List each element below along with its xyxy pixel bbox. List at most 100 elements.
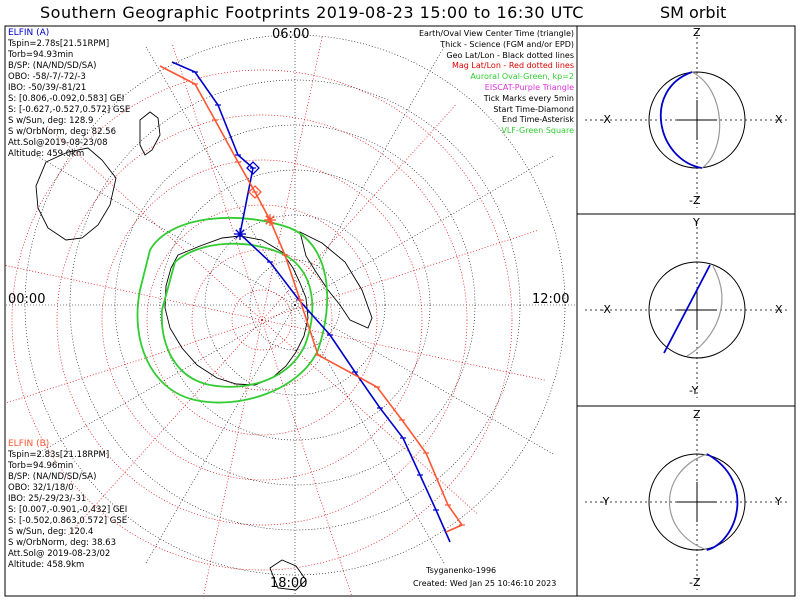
hour-label-top: 06:00 — [272, 27, 310, 42]
sm-orbit-b — [691, 71, 721, 169]
elfin-a-line: Altitude: 459.0km — [8, 149, 85, 159]
mag-meridian — [261, 319, 546, 381]
elfin-a-line: S w/Sun, deg: 128.9 — [8, 116, 94, 126]
australia-coast — [35, 147, 117, 241]
sm-orbit-a — [663, 264, 711, 354]
elfin-b-line: S w/Sun, deg: 120.4 — [8, 527, 94, 537]
auroral-oval-inner — [160, 242, 314, 388]
mag-lat-circle — [56, 114, 468, 526]
elfin-a-line: Tspin=2.78s[21.51RPM] — [8, 39, 110, 49]
sm-orbit-panels — [585, 32, 790, 590]
mag-meridian — [5, 265, 263, 321]
sm-earth — [648, 261, 746, 359]
sm-axis-label: -X — [600, 303, 611, 316]
mag-meridian — [261, 230, 538, 321]
mag-meridian — [172, 44, 263, 321]
elfin-a-line: S: [0.806,-0.092,0.583] GEI — [8, 94, 125, 104]
elfin-b-info: ELFIN (B) Tspin=2.83s[21.18RPM] Torb=94.9… — [8, 439, 127, 571]
mag-meridian — [261, 36, 323, 321]
elfin-a-line: Torb=94.93min — [8, 50, 74, 60]
elfin-a-info: ELFIN (A) Tspin=2.78s[21.51RPM] Torb=94.9… — [8, 28, 130, 160]
created-text: Created: Wed Jan 25 10:46:10 2023 — [413, 579, 557, 588]
start-diamond — [248, 185, 262, 199]
mag-meridian — [261, 319, 478, 515]
elfin-a-header: ELFIN (A) — [8, 28, 50, 38]
elfin-b-line: Torb=94.96min — [8, 461, 74, 471]
legend-entry: Thick - Science (FGM and/or EPD) — [440, 39, 574, 49]
legend-entry: EISCAT-Purple Triangle — [484, 82, 574, 92]
legend-entry: Earth/Oval View Center Time (triangle) — [418, 29, 574, 38]
sm-orbit-a — [659, 71, 703, 169]
elfin-b-line: S: [-0.502,0.863,0.572] GSE — [8, 516, 128, 526]
mag-meridian — [67, 319, 263, 536]
antarctica-coast — [164, 235, 309, 386]
elfin-b-header: ELFIN (B) — [8, 439, 50, 449]
elfin-a-line: OBO: -58/-7/-72/-3 — [8, 72, 86, 82]
sm-orbit-b — [686, 265, 723, 357]
sm-frame — [576, 25, 796, 597]
start-diamond — [246, 161, 260, 175]
legend-entry: End Time-Asterisk — [501, 115, 574, 125]
elfin-a-line: S: [-0.627,-0.527,0.572] GSE — [8, 105, 131, 115]
sm-axis-label: -X — [600, 113, 611, 126]
mag-lat-circle — [101, 159, 423, 481]
sm-axis-label: Z — [693, 26, 701, 39]
sm-earth — [648, 453, 746, 551]
sm-axis-label: Y — [775, 495, 782, 508]
sm-axis-label: Y — [693, 216, 700, 229]
end-asterisk — [265, 215, 275, 225]
geo-meridian — [35, 154, 296, 306]
elfin-b-line: Altitude: 458.9km — [8, 560, 85, 570]
mag-meridian — [261, 319, 352, 596]
end-asterisk — [235, 229, 245, 239]
elfin-b-line: Tspin=2.83s[21.18RPM] — [8, 450, 110, 460]
sm-orbit-b — [669, 453, 708, 551]
legend: Earth/Oval View Center Time (triangle) Th… — [419, 29, 574, 137]
geo-meridian — [144, 304, 296, 565]
mag-lat-circle — [231, 289, 293, 351]
mag-lat-circle — [146, 204, 378, 436]
legend-entry: VLF-Green Square — [501, 126, 574, 136]
legend-entry: Tick Marks every 5min — [483, 93, 574, 103]
hour-label-right: 12:00 — [532, 292, 570, 307]
elfin-b-line: B/SP: (NA/ND/SD/SA) — [8, 472, 97, 482]
mag-meridian — [202, 319, 263, 596]
credit-text: Tsyganenko-1996 — [426, 566, 497, 575]
sm-axis-label: -Y — [600, 495, 610, 508]
sm-axis-label: X — [775, 113, 783, 126]
legend-entry: Start Time-Diamond — [493, 104, 574, 114]
sm-orbit-a — [706, 453, 739, 551]
geo-meridian — [294, 304, 555, 456]
geo-meridian — [35, 304, 296, 456]
geo-meridian — [294, 45, 446, 306]
legend-entry: Auroral Oval-Green, kp=2 — [470, 72, 574, 82]
mag-lat-circle — [191, 249, 333, 391]
hour-label-bottom: 18:00 — [270, 576, 308, 591]
sm-orbit-title: SM orbit — [660, 3, 727, 22]
geo-meridian — [144, 45, 296, 306]
elfin-a-line: Att.Sol@2019-08-23/08 — [8, 138, 108, 148]
elfin-a-line: IBO: -50/39/-81/21 — [8, 83, 87, 93]
mag-meridian — [46, 125, 263, 321]
elfin-b-line: Att.Sol@ 2019-08-23/02 — [8, 549, 111, 559]
hour-label-left: 00:00 — [8, 292, 46, 307]
mag-meridian — [5, 319, 263, 404]
sm-axis-label: Z — [693, 408, 701, 421]
sm-axis-label: -Y — [689, 384, 699, 397]
sm-axis-label: -Z — [689, 194, 701, 207]
footprint-tracks — [159, 61, 465, 543]
geo-meridian — [294, 154, 555, 306]
legend-entry: Mag Lat/Lon - Red dotted lines — [451, 61, 574, 71]
elfin-a-track — [171, 61, 451, 543]
south-america — [299, 231, 373, 329]
sm-axis-label: X — [775, 303, 783, 316]
elfin-b-line: OBO: 32/1/18/0 — [8, 483, 74, 493]
elfin-b-line: S w/OrbNorm, deg: 38.63 — [8, 538, 117, 548]
chart-title: Southern Geographic Footprints 2019-08-2… — [40, 3, 584, 22]
legend-entry: Geo Lat/Lon - Black dotted lines — [446, 50, 574, 60]
new-zealand — [139, 111, 161, 156]
elfin-a-line: B/SP: (NA/ND/SD/SA) — [8, 61, 97, 71]
elfin-a-line: S w/OrbNorm, deg: 82.56 — [8, 127, 117, 137]
elfin-b-line: IBO: 25/-29/23/-31 — [8, 494, 87, 504]
